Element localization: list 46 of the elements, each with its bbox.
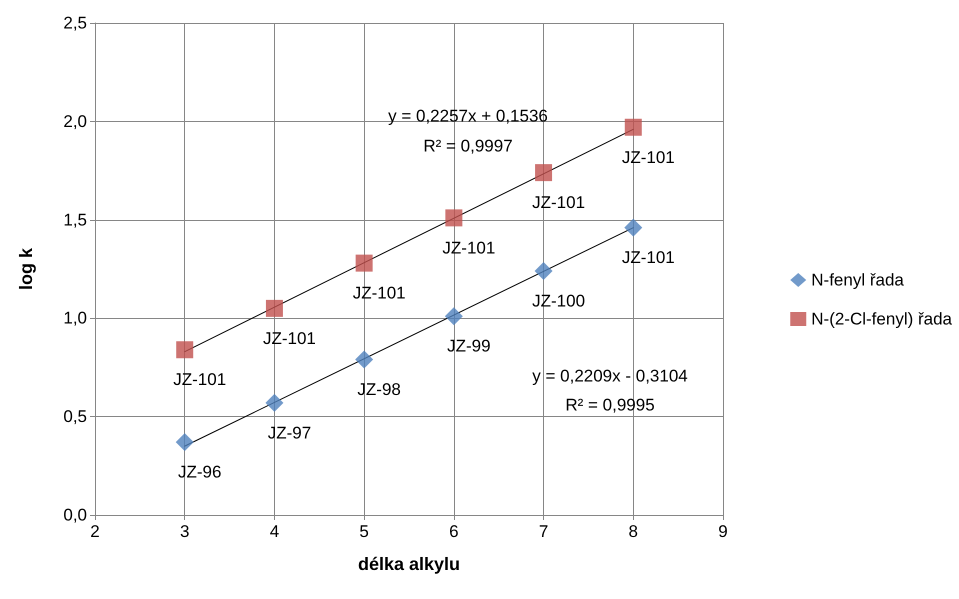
- point: [624, 218, 642, 237]
- y-tick-label: 0,0: [63, 506, 87, 524]
- point: [534, 262, 553, 280]
- annotation: JZ-101: [622, 248, 675, 268]
- annotation: y = 0,2257x + 0,1536: [388, 106, 548, 126]
- y-tick-label: 1,0: [63, 308, 87, 328]
- x-tick-label: 6: [449, 522, 459, 541]
- annotation: JZ-100: [532, 291, 586, 310]
- annotation: R² = 0,9995: [565, 396, 655, 414]
- x-tick-label: 9: [718, 522, 728, 541]
- x-tick-label: 5: [359, 522, 369, 541]
- annotation: JZ-101: [262, 328, 316, 348]
- point: [444, 307, 463, 326]
- y-tick-label: 2,5: [63, 14, 87, 32]
- point: [176, 341, 194, 358]
- point: [445, 209, 462, 226]
- annotation: R² = 0,9997: [423, 136, 513, 156]
- annotation: JZ-101: [622, 148, 675, 167]
- y-tick-label: 0,5: [63, 407, 87, 426]
- y-tick-label: 2,0: [63, 112, 87, 131]
- point: [355, 350, 374, 369]
- point: [266, 300, 283, 317]
- x-tick-label: 3: [180, 522, 190, 541]
- point: [176, 433, 194, 452]
- annotation: JZ-101: [352, 284, 406, 303]
- x-axis-title: délka alkylu: [358, 554, 460, 574]
- x-tick-label: 2: [90, 522, 100, 541]
- y-axis-title: log k: [16, 247, 36, 290]
- annotation: y = 0,2209x - 0,3104: [532, 366, 688, 386]
- annotation: JZ-101: [442, 238, 496, 258]
- annotation: JZ-97: [268, 423, 312, 442]
- x-tick-label: 4: [270, 522, 280, 541]
- annotation: JZ-99: [447, 336, 491, 356]
- point: [356, 254, 373, 272]
- legend-label: N-(2-Cl-fenyl) řada: [811, 310, 953, 328]
- y-tick-label: 1,5: [63, 210, 87, 230]
- annotation: JZ-101: [532, 193, 586, 212]
- annotation: JZ-98: [357, 380, 401, 400]
- annotation: JZ-96: [178, 462, 222, 482]
- x-tick-label: 8: [628, 522, 638, 541]
- point: [624, 118, 642, 136]
- point: [265, 394, 284, 412]
- legend-label: N-fenyl řada: [811, 270, 904, 290]
- annotation: JZ-101: [173, 370, 226, 390]
- point: [535, 164, 552, 182]
- x-tick-label: 7: [538, 522, 548, 541]
